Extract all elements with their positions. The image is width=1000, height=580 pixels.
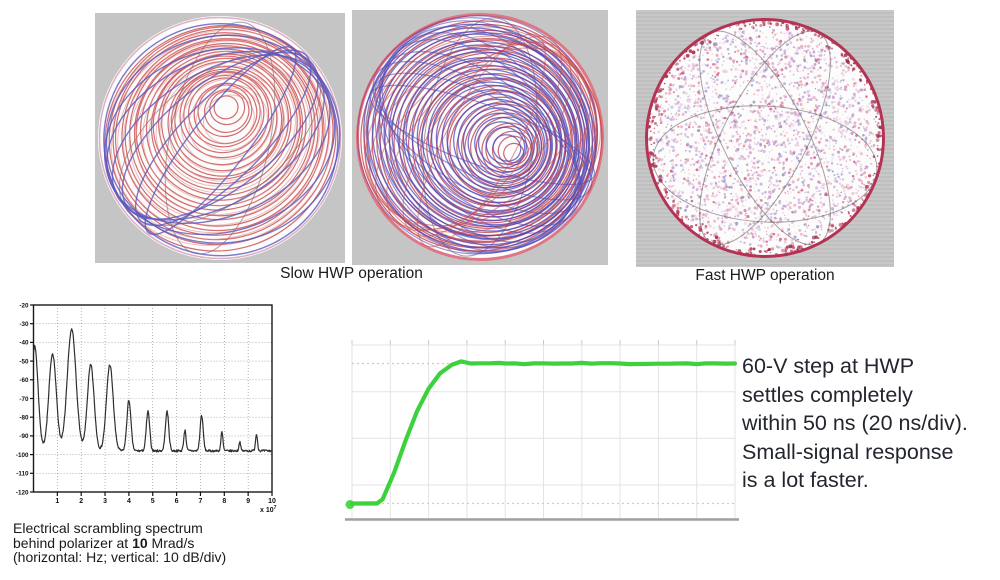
svg-text:2: 2: [79, 498, 83, 505]
svg-text:1: 1: [55, 498, 59, 505]
svg-text:-90: -90: [19, 433, 29, 440]
sphere-panel-fast: [636, 10, 894, 267]
svg-text:x 107: x 107: [260, 505, 277, 514]
spectrum-caption-line2-pre: behind polarizer at: [13, 534, 133, 551]
svg-text:5: 5: [151, 498, 155, 505]
svg-text:-30: -30: [19, 321, 29, 328]
sphere-panel-slow-right: [352, 10, 608, 265]
annotation-line: within 50 ns (20 ns/div).: [742, 411, 968, 435]
caption-fast-hwp-operation: Fast HWP operation: [695, 267, 835, 284]
spectrum-caption-line2: behind polarizer at 10 Mrad/s: [13, 534, 226, 551]
sphere-panel-slow-left: [95, 13, 345, 263]
svg-text:4: 4: [127, 498, 131, 505]
spectrum-caption-line2-post: Mrad/s: [147, 534, 195, 551]
annotation-line: is a lot faster.: [742, 468, 869, 492]
caption-slow-hwp-operation: Slow HWP operation: [280, 265, 423, 282]
svg-text:8: 8: [222, 498, 226, 505]
svg-text:3: 3: [103, 498, 107, 505]
poincare-sphere-fast-svg: [645, 18, 885, 258]
svg-text:-110: -110: [16, 471, 29, 478]
svg-text:-60: -60: [19, 377, 29, 384]
svg-text:-70: -70: [19, 396, 29, 403]
scrambling-spectrum-plot: -20 -30 -40 -50 -60 -70 -80 -90 -100 -110 -120 1 2 3 4…: [16, 302, 277, 514]
spectrum-caption-line1: Electrical scrambling spectrum: [13, 520, 203, 536]
spectrum-caption-line2-bold: 10: [132, 534, 148, 551]
annotation-line: Small-signal response: [742, 439, 954, 464]
poincare-sphere-slow-2-svg: [356, 13, 604, 261]
svg-text:10: 10: [268, 498, 276, 505]
step-response-scope-plot: [345, 340, 739, 521]
spectrum-caption-line3: (horizontal: Hz; vertical: 10 dB/div): [13, 549, 227, 565]
svg-text:-100: -100: [16, 452, 29, 459]
poincare-sphere-slow-1-svg: [98, 16, 342, 260]
spectrum-caption: Electrical scrambling spectrum behind po…: [13, 521, 226, 565]
svg-text:7: 7: [198, 498, 202, 505]
svg-text:9: 9: [246, 498, 250, 505]
annotation-line: settles completely: [742, 382, 913, 407]
svg-text:-40: -40: [19, 340, 29, 347]
step-response-note: 60-V step at HWP settles completely with…: [742, 352, 998, 495]
annotation-line: 60-V step at HWP: [742, 354, 915, 378]
svg-text:6: 6: [175, 498, 179, 505]
svg-text:-20: -20: [19, 302, 29, 309]
svg-text:-50: -50: [19, 358, 29, 365]
svg-text:-80: -80: [19, 415, 29, 422]
svg-text:-120: -120: [16, 489, 29, 496]
